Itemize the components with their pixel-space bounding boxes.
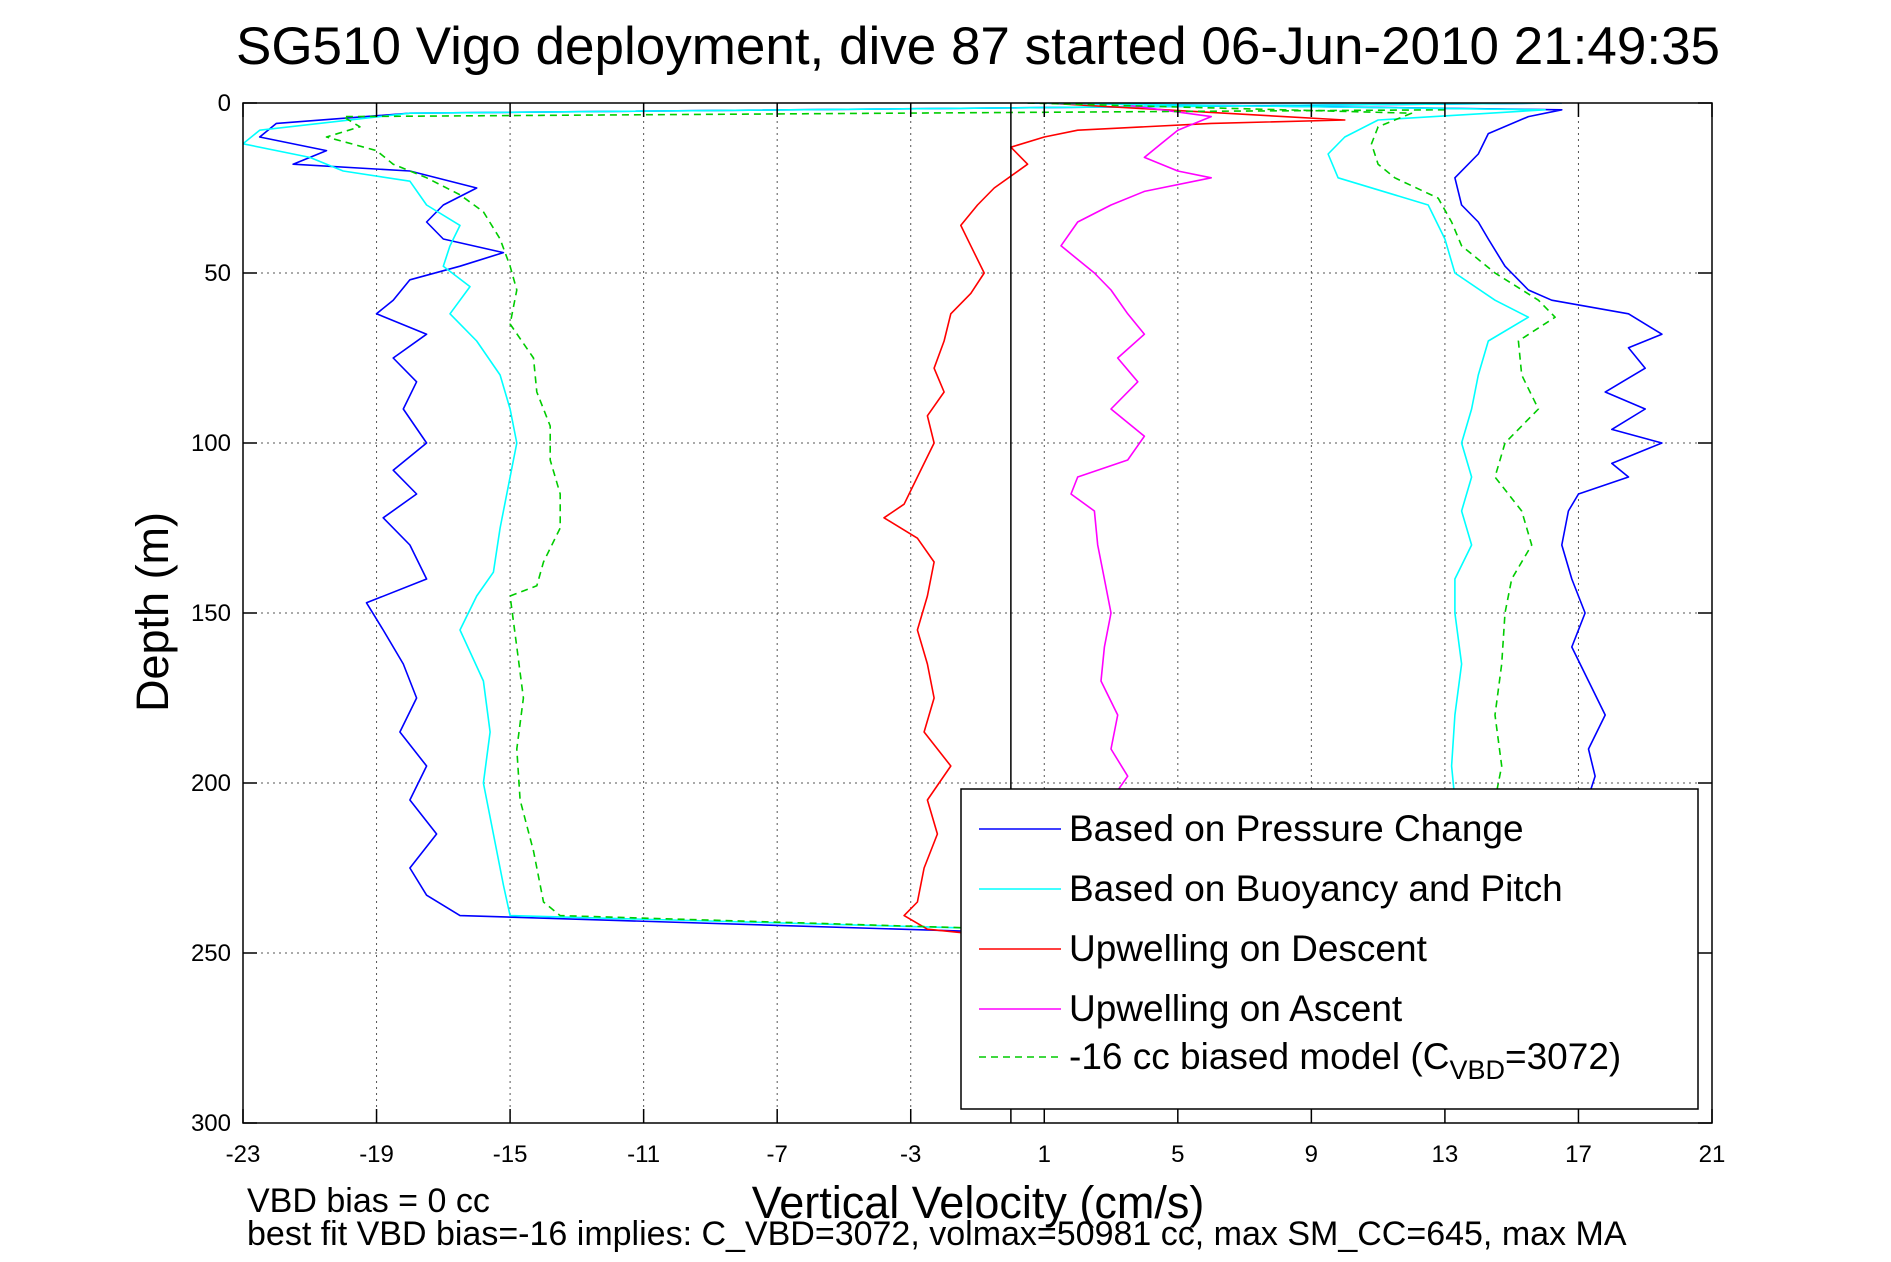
legend-label-5: -16 cc biased model (CVBD=3072) (1069, 1036, 1621, 1085)
x-tick-label: -3 (900, 1141, 921, 1168)
legend-label-1: Based on Pressure Change (1069, 808, 1524, 849)
x-tick-label: 13 (1432, 1141, 1459, 1168)
y-tick-label: 50 (204, 260, 231, 287)
y-tick-label: 300 (191, 1110, 231, 1137)
series-line-4 (1060, 103, 1212, 801)
x-tick-label: -7 (767, 1141, 788, 1168)
y-tick-label: 250 (191, 940, 231, 967)
series-line-1 (258, 103, 1562, 941)
chart-title: SG510 Vigo deployment, dive 87 started 0… (236, 17, 1720, 76)
legend-box (960, 788, 1699, 1110)
series-line-5 (325, 109, 1445, 937)
series-line-8 (1027, 103, 1556, 801)
y-tick-label: 200 (191, 770, 231, 797)
x-tick-label: 9 (1305, 1141, 1318, 1168)
series-lines (243, 103, 1663, 941)
footer-line-2: best fit VBD bias=-16 implies: C_VBD=307… (247, 1215, 1627, 1253)
x-tick-label: 17 (1565, 1141, 1592, 1168)
y-tick-label: 0 (218, 90, 231, 117)
series-line-2 (243, 103, 1562, 937)
x-tick-label: -23 (226, 1141, 261, 1168)
legend-label-3: Upwelling on Descent (1069, 928, 1428, 969)
legend: Based on Pressure Change Based on Buoyanc… (960, 788, 1699, 1110)
x-tick-label: 5 (1171, 1141, 1184, 1168)
x-tick-label: -11 (627, 1141, 660, 1168)
x-axis-title: Vertical Velocity (cm/s) (752, 1177, 1205, 1228)
y-tick-label: 100 (191, 430, 231, 457)
legend-label-4: Upwelling on Ascent (1069, 988, 1403, 1029)
series-line-3 (883, 103, 1346, 941)
axis-ticks: -23 -19 -15 -11 -7 -3 1 5 9 13 17 21 0 50 100 150 200 250… (191, 90, 1725, 1168)
x-tick-label: 21 (1699, 1141, 1726, 1168)
x-tick-label: -19 (359, 1141, 394, 1168)
series-line-6 (1027, 103, 1663, 797)
x-tick-label: 1 (1038, 1141, 1051, 1168)
y-tick-label: 150 (191, 600, 231, 627)
y-axis-title: Depth (m) (127, 512, 178, 712)
legend-label-2: Based on Buoyancy and Pitch (1069, 868, 1563, 909)
footer-line-1: VBD bias = 0 cc (247, 1182, 490, 1220)
series-line-7 (1027, 103, 1546, 801)
x-tick-label: -15 (493, 1141, 528, 1168)
